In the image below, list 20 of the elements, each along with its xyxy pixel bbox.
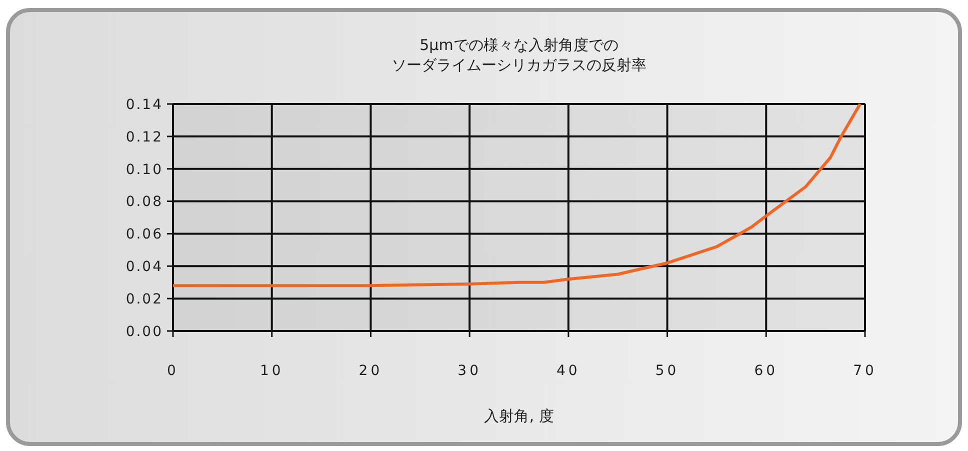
y-tick-label: 0.00 [126,324,163,340]
x-tick-label: 60 [754,363,778,379]
y-tick-label: 0.04 [126,259,163,276]
y-tick-label: 0.06 [126,226,163,243]
line-series [172,102,862,288]
y-tick-label: 0.12 [126,129,163,146]
x-axis-title: 入射角, 度 [484,407,554,425]
x-tick-label: 10 [260,363,284,379]
chart-subtitle: ソーダライムーシリカガラスの反射率 [392,56,646,74]
x-tick-label: 30 [458,363,482,379]
x-tick-label: 40 [556,363,580,379]
x-tick-label: 20 [358,363,383,379]
y-tick-label: 0.08 [126,194,163,210]
y-tick-label: 0.10 [126,162,163,178]
x-tick-label: 70 [853,363,877,379]
x-tick-label: 50 [655,363,680,379]
chart-title: 5µmでの様々な入射角度での [420,36,618,54]
y-tick-label: 0.14 [126,96,163,113]
x-tick-label: 0 [167,363,179,379]
y-tick-label: 0.02 [126,291,163,308]
